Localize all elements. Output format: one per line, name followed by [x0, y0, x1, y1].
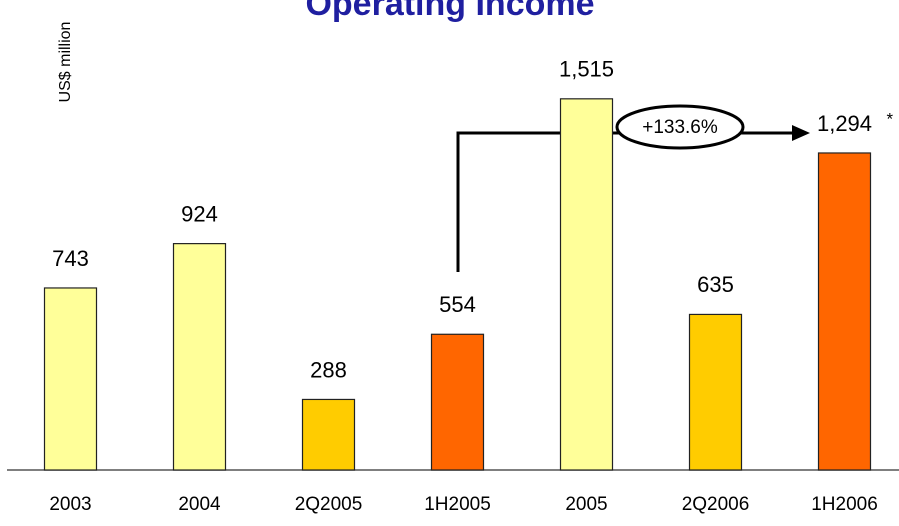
- bar: [559, 98, 614, 471]
- value-label: 1,515: [559, 57, 614, 82]
- bar: [172, 243, 227, 471]
- x-tick-label: 2004: [178, 494, 221, 515]
- growth-arrow: [456, 131, 795, 272]
- bar: [43, 287, 98, 471]
- x-tick-label: 2005: [565, 494, 607, 515]
- growth-annotation: +133.6%: [642, 117, 718, 138]
- chart-title: Operating Income: [305, 0, 594, 23]
- value-label: 1,294: [817, 111, 872, 136]
- bar: [688, 313, 743, 471]
- footnote-marker: *: [887, 109, 894, 128]
- y-axis-label: US$ million: [57, 22, 74, 103]
- x-tick-label: 1H2005: [424, 494, 491, 515]
- value-label: 743: [52, 246, 89, 271]
- value-label: 288: [310, 357, 347, 382]
- x-tick-label: 1H2006: [811, 494, 878, 515]
- x-tick-label: 2Q2005: [295, 494, 363, 515]
- arrow-head: [792, 125, 810, 141]
- bar: [301, 398, 356, 471]
- bar: [430, 333, 485, 471]
- value-label: 554: [439, 292, 476, 317]
- value-label: 924: [181, 201, 218, 226]
- x-tick-label: 2003: [49, 494, 91, 515]
- growth-ellipse: [615, 104, 745, 150]
- x-tick-label: 2Q2006: [682, 494, 750, 515]
- value-label: 635: [697, 272, 734, 297]
- bar: [817, 152, 872, 471]
